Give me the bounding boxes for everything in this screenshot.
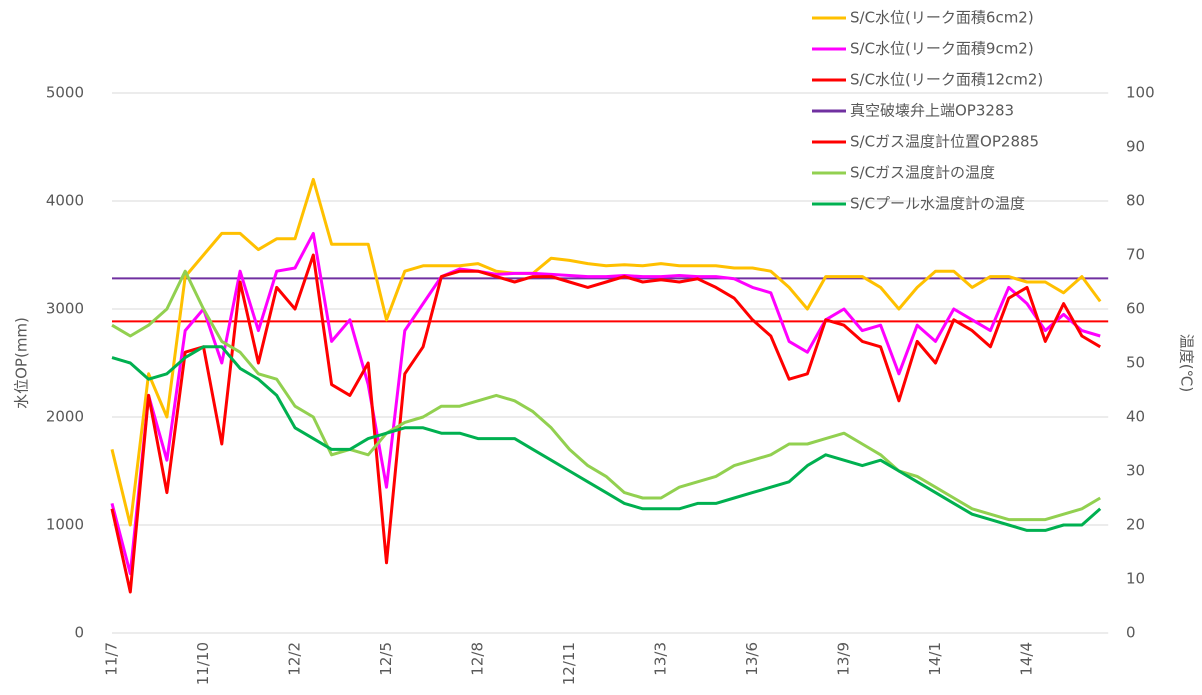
y-axis-label: 水位OP(mm) (13, 317, 31, 409)
legend-label: S/Cガス温度計位置OP2885 (850, 133, 1039, 151)
x-tick-label: 12/2 (286, 642, 304, 676)
y2-tick-label: 0 (1126, 624, 1136, 642)
legend-label: 真空破壊弁上端OP3283 (850, 102, 1014, 120)
x-tick-label: 14/1 (926, 642, 944, 676)
legend-label: S/Cプール水温度計の温度 (850, 195, 1025, 213)
x-tick-label: 11/7 (103, 642, 121, 676)
series-line (111, 269, 1101, 522)
y-tick-label: 3000 (46, 300, 84, 318)
y2-tick-label: 50 (1126, 354, 1145, 372)
legend-label: S/C水位(リーク面積6cm2) (850, 9, 1034, 27)
x-tick-label: 11/10 (194, 642, 212, 685)
y-tick-label: 1000 (46, 516, 84, 534)
legend-label: S/C水位(リーク面積12cm2) (850, 71, 1043, 89)
series-line (110, 177, 1102, 527)
series-line (111, 345, 1102, 532)
x-tick-label: 13/6 (743, 642, 761, 676)
x-tick-label: 12/5 (377, 642, 395, 676)
y2-tick-label: 70 (1126, 246, 1145, 264)
legend-label: S/C水位(リーク面積9cm2) (850, 40, 1034, 58)
y-tick-label: 5000 (46, 84, 84, 102)
x-tick-label: 14/4 (1018, 642, 1036, 676)
y2-tick-label: 60 (1126, 300, 1145, 318)
y-tick-label: 4000 (46, 192, 84, 210)
x-tick-label: 13/3 (652, 642, 670, 676)
y2-tick-label: 20 (1126, 516, 1145, 534)
y-tick-label: 0 (74, 624, 84, 642)
y2-tick-label: 80 (1126, 192, 1145, 210)
y2-tick-label: 10 (1126, 570, 1145, 588)
y2-tick-label: 40 (1126, 408, 1145, 426)
y2-tick-label: 30 (1126, 462, 1145, 480)
x-tick-label: 12/11 (560, 642, 578, 685)
y2-axis-label: 温度(℃) (1178, 334, 1196, 393)
x-tick-label: 12/8 (469, 642, 487, 676)
legend-label: S/Cガス温度計の温度 (850, 164, 995, 182)
x-tick-label: 13/9 (835, 642, 853, 676)
series-line (110, 253, 1101, 594)
y2-tick-label: 90 (1126, 138, 1145, 156)
y2-tick-label: 100 (1126, 84, 1155, 102)
series-line (110, 231, 1101, 576)
y-tick-label: 2000 (46, 408, 84, 426)
